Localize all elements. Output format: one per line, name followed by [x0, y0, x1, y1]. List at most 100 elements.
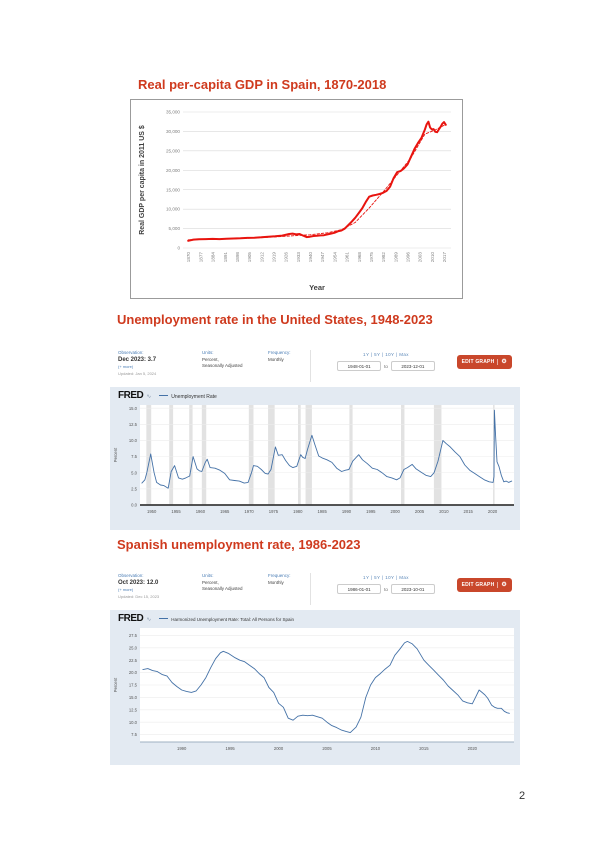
svg-text:2015: 2015 — [419, 746, 429, 751]
svg-text:Percent: Percent — [113, 447, 118, 462]
fred-spain-unemployment-screenshot: Observation: Oct 2023: 12.0 (+ more) Upd… — [110, 568, 520, 765]
updated-text: Updated: Dec 15, 2023 — [118, 594, 160, 599]
fred-chart-area: FRED ∿ Harmonized Unemployment Rate: Tot… — [110, 610, 520, 765]
frequency-block: Frequency: Monthly — [268, 350, 308, 363]
svg-text:1905: 1905 — [247, 252, 252, 263]
header-divider — [310, 573, 311, 605]
frequency-block: Frequency: Monthly — [268, 573, 308, 586]
units-block: Units: Percent, Seasonally Adjusted — [202, 350, 264, 369]
range-preset-links[interactable]: 1Y | 5Y | 10Y | Max — [363, 352, 409, 357]
svg-text:2017: 2017 — [442, 252, 447, 263]
svg-text:15,000: 15,000 — [166, 187, 180, 192]
frequency-label: Frequency: — [268, 350, 291, 355]
date-from-input[interactable]: 1986-01-01 — [337, 584, 382, 594]
us-unemployment-chart-canvas: 0.0 2.5 5.0 7.5 10.0 12.5 15.0 1950 1955 1960 1965… — [110, 387, 520, 530]
svg-text:2015: 2015 — [464, 509, 474, 514]
svg-text:1975: 1975 — [369, 252, 374, 263]
spain-gdp-chart-canvas: 0 5,000 10,000 15,000 20,000 25,000 30,000 35,0… — [131, 100, 462, 296]
svg-text:2010: 2010 — [439, 509, 449, 514]
svg-text:1926: 1926 — [284, 252, 289, 263]
svg-text:1996: 1996 — [405, 252, 410, 263]
edit-graph-button[interactable]: EDIT GRAPH ⚙ — [456, 578, 512, 592]
date-from-input[interactable]: 1948-01-01 — [337, 361, 382, 371]
svg-text:15.0: 15.0 — [129, 406, 138, 411]
fred-brand-row: FRED ∿ Harmonized Unemployment Rate: Tot… — [118, 613, 294, 624]
spain-unemployment-heading: Spanish unemployment rate, 1986-2023 — [117, 537, 361, 552]
svg-text:2005: 2005 — [322, 746, 332, 751]
svg-text:1955: 1955 — [171, 509, 181, 514]
svg-text:2000: 2000 — [391, 509, 401, 514]
svg-text:1982: 1982 — [381, 252, 386, 263]
svg-text:1870: 1870 — [186, 252, 191, 263]
date-to-input[interactable]: 2023-10-01 — [390, 584, 435, 594]
observation-block: Observation: Oct 2023: 12.0 (+ more) Upd… — [118, 573, 198, 599]
date-to-label: to — [384, 363, 388, 369]
svg-text:1960: 1960 — [196, 509, 206, 514]
fred-header: Observation: Dec 2023: 3.7 (+ more) Upda… — [110, 345, 520, 387]
svg-text:1995: 1995 — [366, 509, 376, 514]
legend-label: Unemployment Rate — [171, 394, 217, 400]
units-value: Percent, Seasonally Adjusted — [202, 579, 243, 591]
svg-text:2003: 2003 — [418, 252, 423, 263]
svg-text:7.5: 7.5 — [131, 732, 137, 737]
svg-text:12.5: 12.5 — [129, 422, 138, 427]
svg-text:1965: 1965 — [220, 509, 230, 514]
gear-icon: ⚙ — [497, 582, 507, 588]
svg-text:20.0: 20.0 — [129, 670, 138, 675]
units-value: Percent, Seasonally Adjusted — [202, 356, 243, 368]
svg-text:12.5: 12.5 — [129, 707, 138, 712]
frequency-label: Frequency: — [268, 573, 291, 578]
svg-text:10.0: 10.0 — [129, 438, 138, 443]
svg-text:1950: 1950 — [147, 509, 157, 514]
svg-text:7.5: 7.5 — [131, 454, 137, 459]
svg-text:25.0: 25.0 — [129, 645, 138, 650]
observation-link[interactable]: Observation: — [118, 350, 144, 355]
fred-chart-icon: ∿ — [146, 617, 152, 623]
units-block: Units: Percent, Seasonally Adjusted — [202, 573, 264, 592]
observation-value: Oct 2023: 12.0 — [118, 579, 159, 586]
fred-logo: FRED — [118, 390, 144, 401]
svg-text:2000: 2000 — [274, 746, 284, 751]
svg-text:2020: 2020 — [468, 746, 478, 751]
svg-text:2.5: 2.5 — [131, 486, 137, 491]
svg-text:15.0: 15.0 — [129, 695, 138, 700]
svg-text:1970: 1970 — [244, 509, 254, 514]
svg-text:5.0: 5.0 — [131, 470, 137, 475]
svg-text:25,000: 25,000 — [166, 148, 180, 153]
range-preset-links[interactable]: 1Y | 5Y | 10Y | Max — [363, 575, 409, 580]
svg-text:1989: 1989 — [393, 252, 398, 263]
edit-graph-button[interactable]: EDIT GRAPH ⚙ — [456, 355, 512, 369]
spain-gdp-chart-image: 0 5,000 10,000 15,000 20,000 25,000 30,000 35,0… — [130, 99, 463, 299]
svg-text:35,000: 35,000 — [166, 110, 180, 115]
observation-value: Dec 2023: 3.7 — [118, 356, 157, 363]
date-to-input[interactable]: 2023-12-01 — [390, 361, 435, 371]
svg-text:5,000: 5,000 — [169, 226, 181, 231]
svg-text:1975: 1975 — [269, 509, 279, 514]
observation-link[interactable]: Observation: — [118, 573, 144, 578]
fred-us-unemployment-screenshot: Observation: Dec 2023: 3.7 (+ more) Upda… — [110, 345, 520, 530]
svg-text:1961: 1961 — [345, 252, 350, 263]
svg-text:2020: 2020 — [488, 509, 498, 514]
svg-text:22.5: 22.5 — [129, 658, 138, 663]
svg-text:1884: 1884 — [211, 252, 216, 263]
svg-text:17.5: 17.5 — [129, 683, 138, 688]
spain-gdp-heading: Real per-capita GDP in Spain, 1870-2018 — [138, 77, 387, 92]
frequency-value: Monthly — [268, 356, 284, 362]
svg-text:1954: 1954 — [332, 252, 337, 263]
svg-text:1990: 1990 — [342, 509, 352, 514]
svg-text:0.0: 0.0 — [131, 503, 137, 508]
frequency-value: Monthly — [268, 579, 284, 585]
svg-text:Year: Year — [309, 283, 325, 292]
observation-block: Observation: Dec 2023: 3.7 (+ more) Upda… — [118, 350, 198, 376]
updated-text: Updated: Jan 5, 2024 — [118, 371, 157, 376]
svg-text:1919: 1919 — [271, 252, 276, 263]
svg-text:Real GDP per capita in 2011 US: Real GDP per capita in 2011 US $ — [139, 125, 146, 235]
fred-header: Observation: Oct 2023: 12.0 (+ more) Upd… — [110, 568, 520, 610]
more-observations-link[interactable]: (+ more) — [118, 586, 134, 592]
page-number: 2 — [519, 790, 526, 802]
more-observations-link[interactable]: (+ more) — [118, 363, 134, 369]
svg-text:30,000: 30,000 — [166, 129, 180, 134]
date-to-label: to — [384, 586, 388, 592]
svg-text:20,000: 20,000 — [166, 168, 180, 173]
